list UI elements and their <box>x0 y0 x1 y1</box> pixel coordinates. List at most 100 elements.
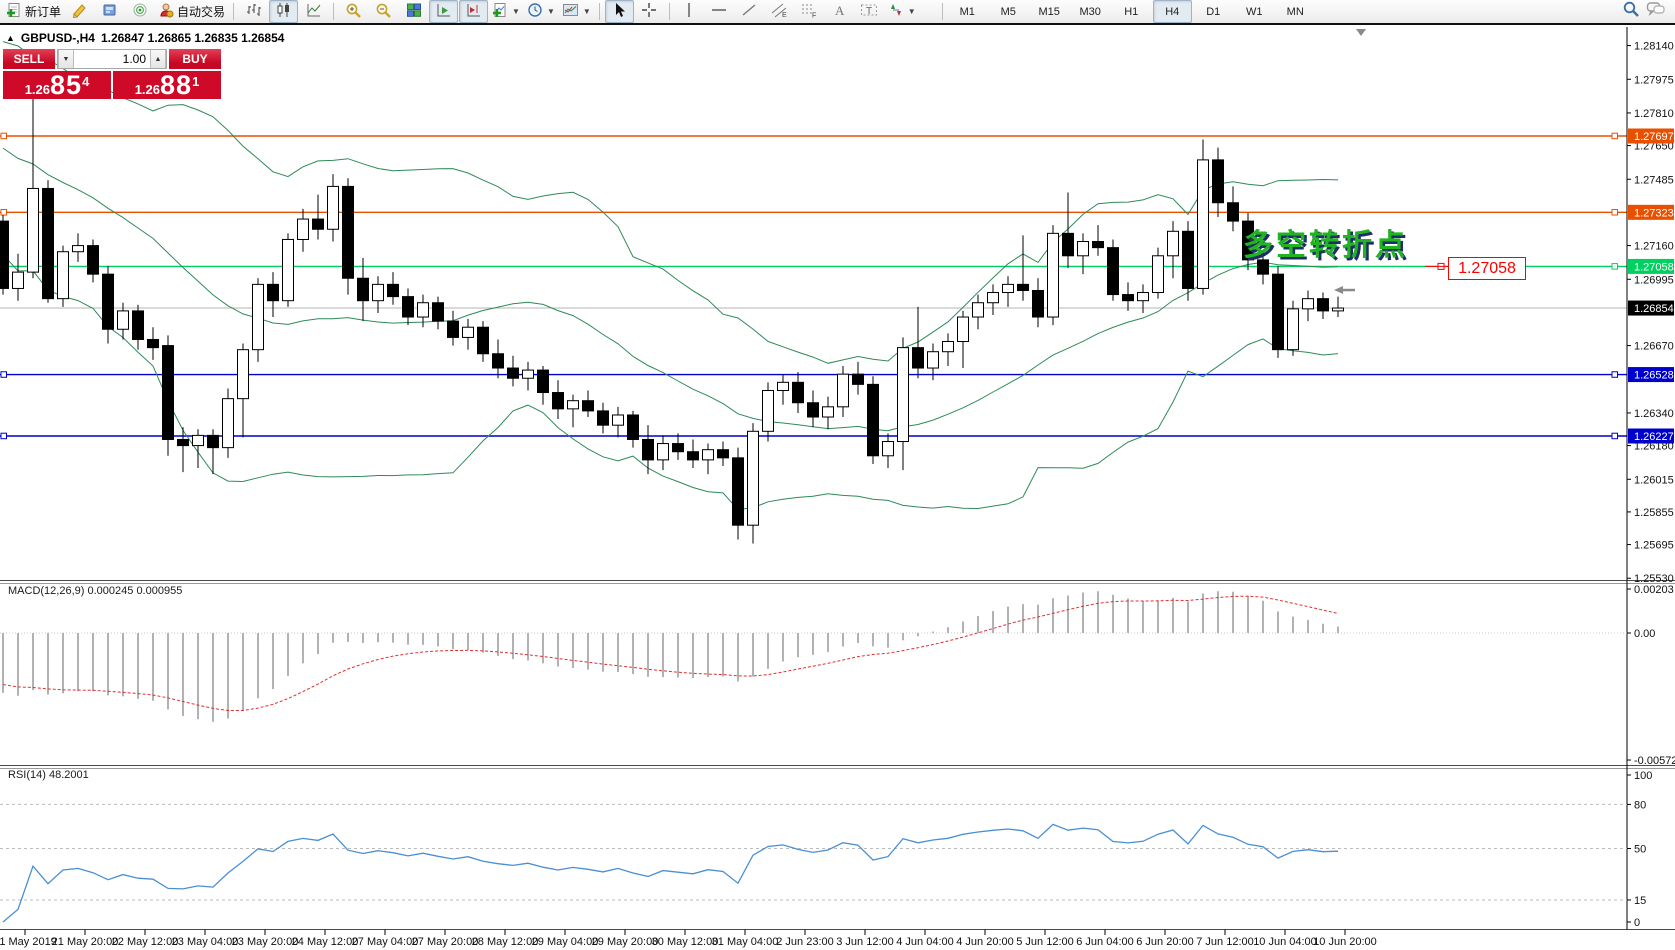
chart-shift-marker[interactable] <box>1356 29 1366 36</box>
expand-triangle-icon[interactable]: ▲ <box>6 33 15 43</box>
periods-button[interactable]: ▼ <box>524 0 558 23</box>
svg-text:-0.005729: -0.005729 <box>1634 755 1675 767</box>
signal-button[interactable] <box>125 0 154 23</box>
volume-stepper: ▼ ▲ <box>57 49 167 69</box>
vertical-line-icon <box>683 2 695 21</box>
zoom-in-icon <box>345 2 362 22</box>
svg-text:1.26340: 1.26340 <box>1634 408 1674 420</box>
zoom-in-button[interactable] <box>339 0 368 23</box>
svg-text:15: 15 <box>1634 895 1646 907</box>
chart-title: ▲ GBPUSD-,H4 1.26847 1.26865 1.26835 1.2… <box>6 31 284 45</box>
svg-text:0.00: 0.00 <box>1634 628 1655 640</box>
svg-text:3 Jun 12:00: 3 Jun 12:00 <box>836 936 894 948</box>
vertical-line-button[interactable] <box>675 0 704 23</box>
buy-price-pip: 1 <box>192 74 200 89</box>
tile-windows-button[interactable] <box>399 0 428 23</box>
sell-button[interactable]: SELL <box>3 49 55 69</box>
channel-button[interactable]: E <box>765 0 794 23</box>
crosshair-button[interactable] <box>635 0 664 23</box>
tab-timeframe-M30[interactable]: M30 <box>1079 5 1101 18</box>
volume-input[interactable] <box>74 50 150 68</box>
tab-timeframe-MN[interactable]: MN <box>1286 5 1304 18</box>
svg-text:1.26180: 1.26180 <box>1634 441 1674 453</box>
tab-timeframe-D1[interactable]: D1 <box>1206 5 1221 18</box>
svg-text:1.27485: 1.27485 <box>1634 174 1674 186</box>
symbol-label: GBPUSD-,H4 <box>20 31 95 45</box>
price-callout-label[interactable]: 1.27058 <box>1448 257 1526 280</box>
line-chart-button[interactable] <box>299 0 328 23</box>
tab-timeframe-M5[interactable]: M5 <box>1000 5 1016 18</box>
fibonacci-button[interactable]: F <box>795 0 824 23</box>
buy-price-big: 88 <box>160 70 193 100</box>
chart-canvas[interactable]: 0.00203 0.00 -0.005729 100 80 50 15 0 1.28140 1.2… <box>0 27 1675 950</box>
trendline-button[interactable] <box>735 0 764 23</box>
chart-annotation-text[interactable]: 多空转折点 <box>1243 229 1408 262</box>
indicators-icon <box>492 2 508 21</box>
svg-text:1.27697: 1.27697 <box>1634 131 1674 143</box>
new-order-button[interactable]: 新订单 <box>3 0 64 23</box>
zoom-out-button[interactable] <box>369 0 398 23</box>
styler-button[interactable] <box>65 0 94 23</box>
trendline-icon <box>741 2 757 21</box>
svg-text:29 May 20:00: 29 May 20:00 <box>592 936 659 948</box>
chat-icon[interactable] <box>1646 0 1666 23</box>
auto-scroll-button[interactable] <box>429 0 459 23</box>
svg-text:0.00203: 0.00203 <box>1634 584 1674 596</box>
dropdown-arrow-icon: ▼ <box>582 7 591 16</box>
tab-timeframe-H1[interactable]: H1 <box>1124 5 1139 18</box>
indicators-button[interactable]: ▼ <box>489 0 523 23</box>
horizontal-line-button[interactable] <box>705 0 734 23</box>
candlestick-chart-button[interactable] <box>269 0 299 23</box>
volume-increase-button[interactable]: ▲ <box>150 50 166 68</box>
charts-button[interactable] <box>95 0 124 23</box>
cursor-button[interactable] <box>604 0 634 23</box>
svg-text:6 Jun 04:00: 6 Jun 04:00 <box>1076 936 1134 948</box>
arrows-icon <box>888 2 904 21</box>
new-order-icon <box>6 2 22 21</box>
buy-price[interactable]: 1.26 88 1 <box>113 71 221 99</box>
tile-windows-icon <box>406 2 422 21</box>
svg-text:1.25695: 1.25695 <box>1634 540 1674 552</box>
tab-timeframe-W1[interactable]: W1 <box>1245 5 1263 18</box>
svg-text:1.27058: 1.27058 <box>1634 261 1674 273</box>
template-icon <box>562 2 579 21</box>
arrows-button[interactable]: ▼ <box>885 0 919 23</box>
tab-timeframe-M1[interactable]: M1 <box>959 5 975 18</box>
text-button[interactable]: A <box>825 0 854 23</box>
svg-text:4 Jun 04:00: 4 Jun 04:00 <box>896 936 954 948</box>
auto-scroll-icon <box>436 2 452 21</box>
template-button[interactable]: ▼ <box>559 0 594 23</box>
periods-icon <box>527 2 543 21</box>
sell-price-pip: 4 <box>82 74 90 89</box>
tab-timeframe-M15[interactable]: M15 <box>1038 5 1060 18</box>
separator <box>598 3 600 20</box>
tab-timeframe-H4[interactable]: H4 <box>1152 0 1192 23</box>
buy-button[interactable]: BUY <box>169 49 221 69</box>
svg-text:E: E <box>782 12 787 18</box>
chart-window: 0.00203 0.00 -0.005729 100 80 50 15 0 1.28140 1.2… <box>0 27 1675 950</box>
signal-icon <box>132 2 148 21</box>
channel-icon: E <box>771 2 788 21</box>
dropdown-arrow-icon: ▼ <box>546 7 555 16</box>
svg-text:31 May 04:00: 31 May 04:00 <box>712 936 779 948</box>
svg-text:27 May 20:00: 27 May 20:00 <box>412 936 479 948</box>
separator <box>233 3 235 20</box>
label-button[interactable]: T <box>855 0 884 23</box>
chart-shift-button[interactable] <box>459 0 489 23</box>
cursor-icon <box>612 2 626 21</box>
auto-trading-button[interactable]: 自动交易 <box>155 0 228 23</box>
svg-text:1.27650: 1.27650 <box>1634 141 1674 153</box>
svg-text:1.26528: 1.26528 <box>1634 370 1674 382</box>
zoom-out-icon <box>375 2 392 22</box>
bar-chart-icon <box>246 2 262 21</box>
charts-window-icon <box>102 2 118 21</box>
svg-text:1.26670: 1.26670 <box>1634 341 1674 353</box>
svg-text:4 Jun 20:00: 4 Jun 20:00 <box>956 936 1014 948</box>
horizontal-line-icon <box>711 3 727 20</box>
svg-text:29 May 04:00: 29 May 04:00 <box>532 936 599 948</box>
one-click-trading-panel: SELL ▼ ▲ BUY 1.26 85 4 1.26 88 1 <box>3 49 221 99</box>
sell-price[interactable]: 1.26 85 4 <box>3 71 111 99</box>
search-icon[interactable] <box>1622 0 1640 23</box>
bar-chart-button[interactable] <box>239 0 268 23</box>
volume-decrease-button[interactable]: ▼ <box>58 50 74 68</box>
